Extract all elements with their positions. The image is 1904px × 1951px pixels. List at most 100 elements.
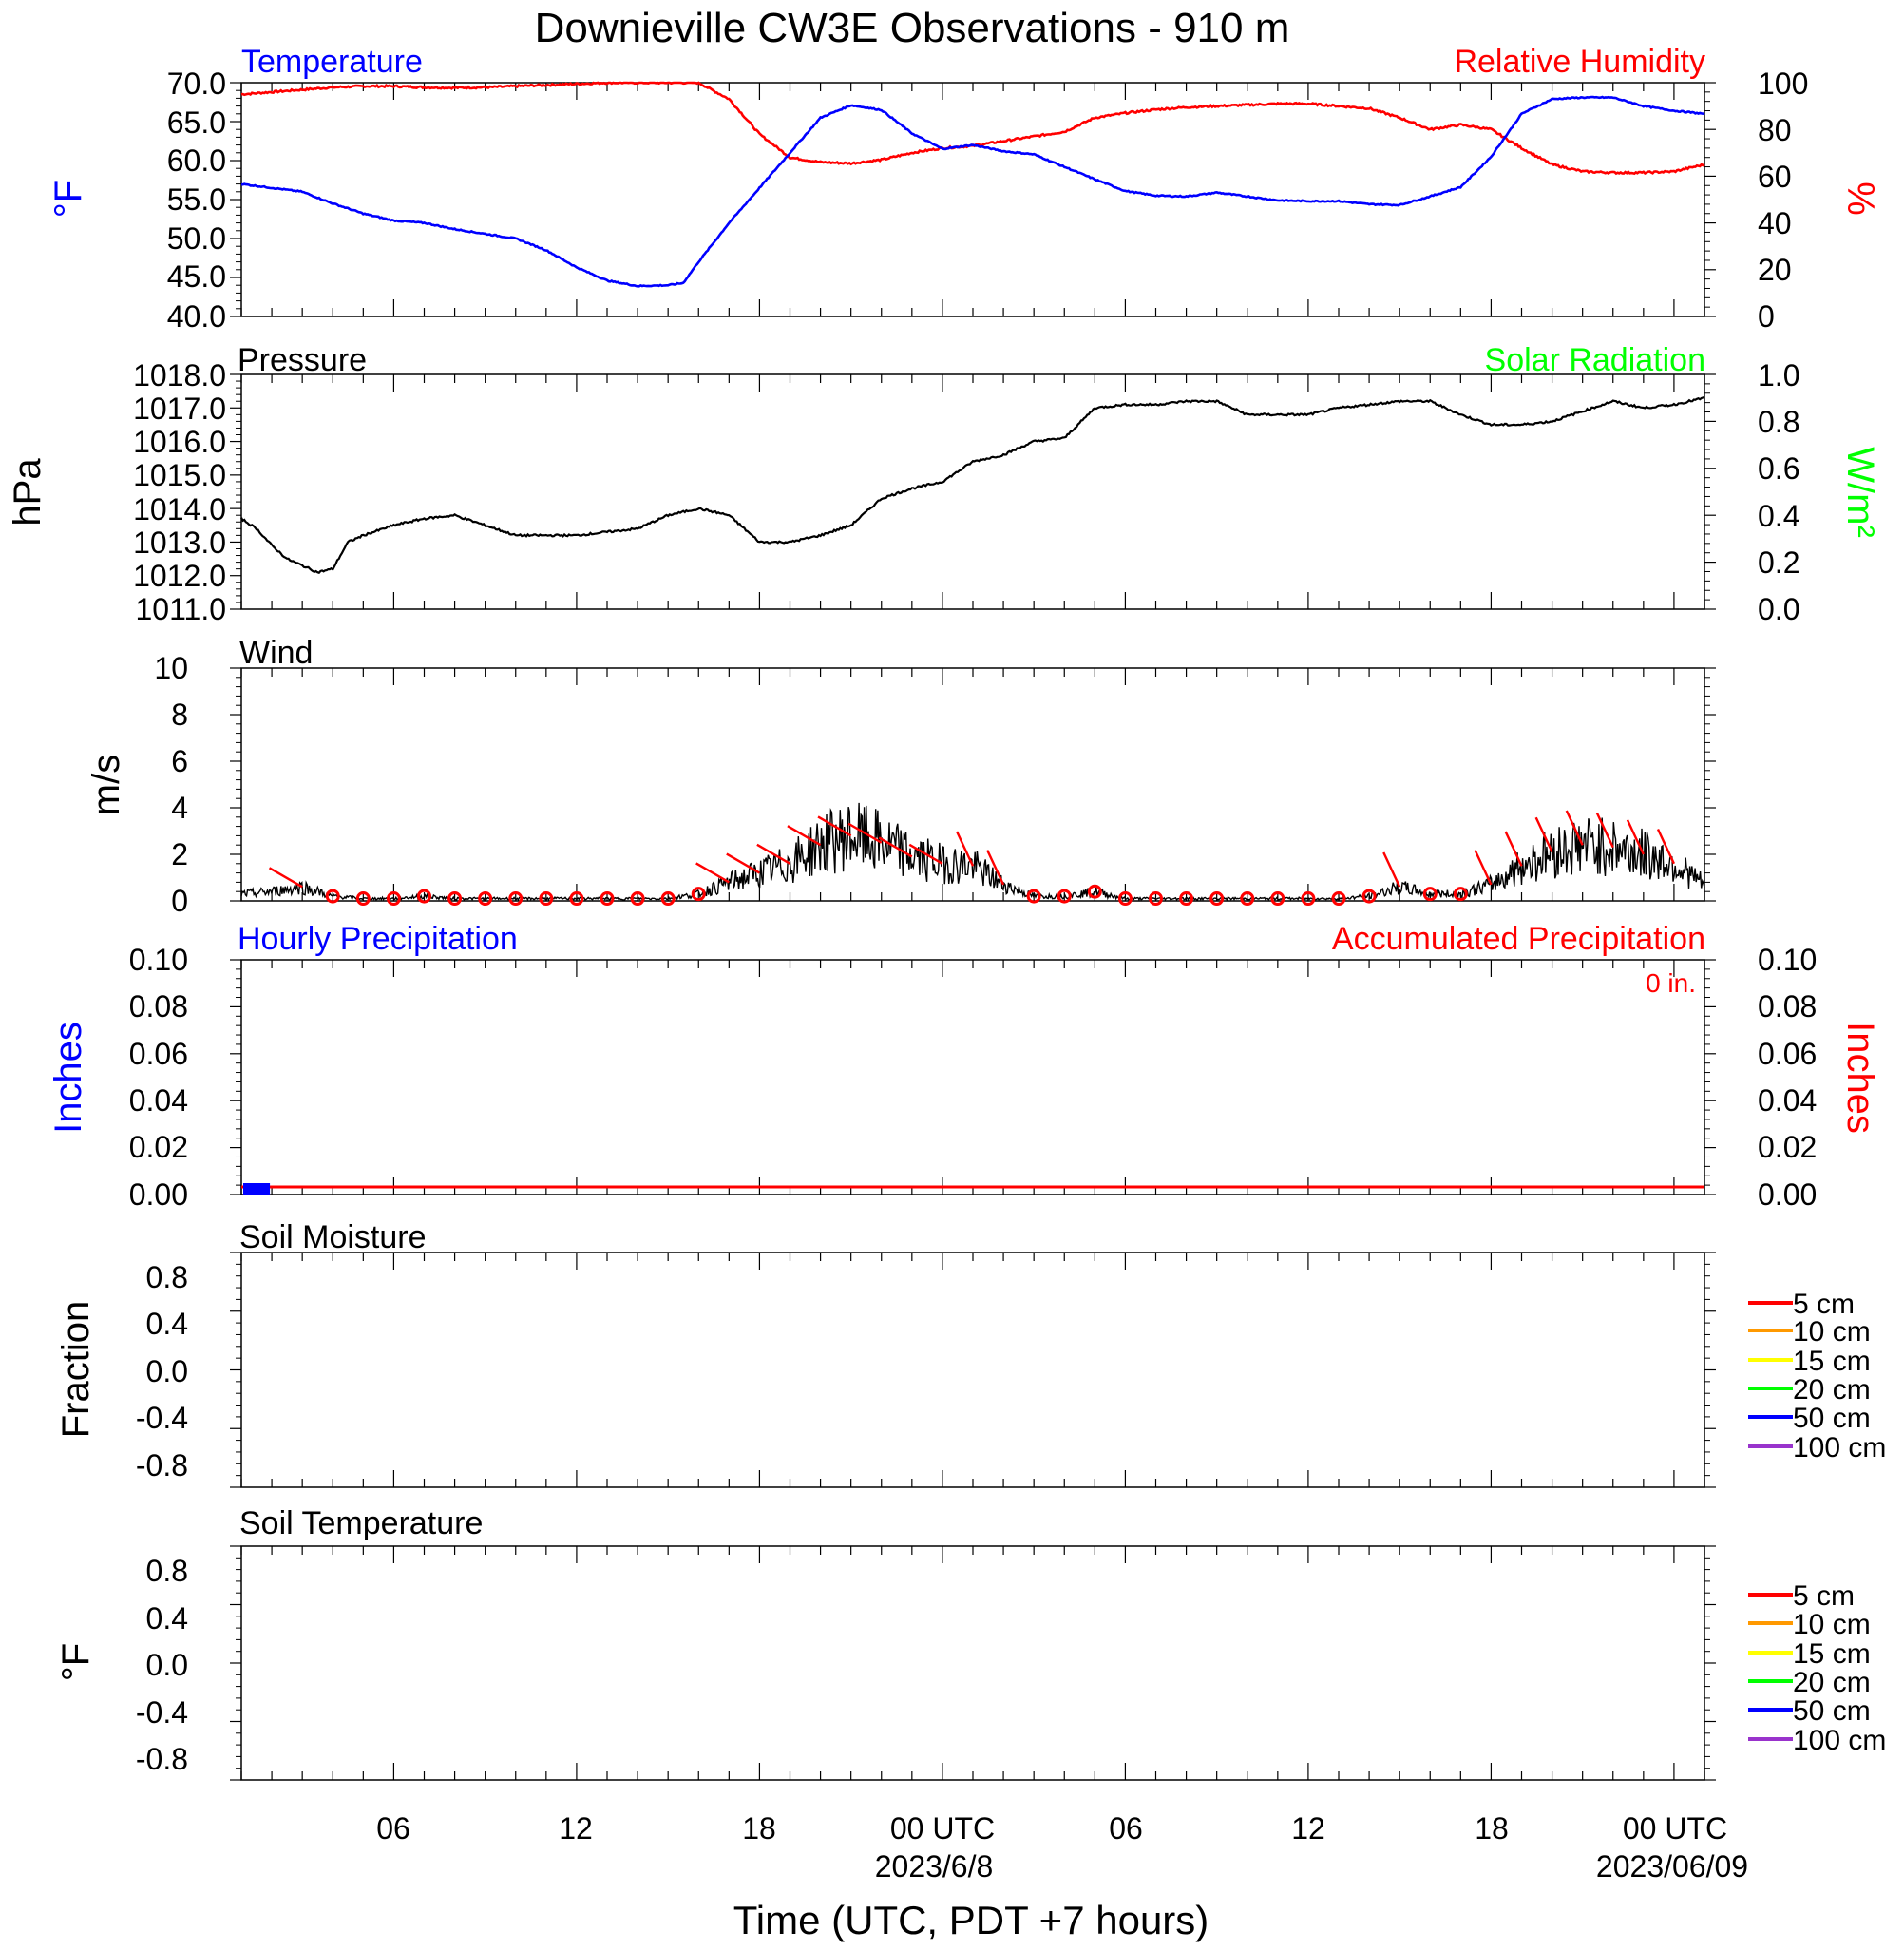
wind-tick-label: 4 [171,791,188,825]
precip-right-tick-label: 0.06 [1758,1037,1817,1071]
x-tick-label: 00 UTC [1623,1811,1727,1846]
soil-temp-axis-unit: °F [55,1643,97,1681]
precip-right-tick-label: 0.10 [1758,943,1817,977]
precip-right-tick-label: 0.04 [1758,1083,1817,1118]
pressure-tick-label: 1011.0 [136,592,227,626]
soil-temp-legend: 5 cm 10 cm 15 cm 20 cm 50 cm 100 cm [1748,1580,1886,1756]
hourly-precip-unit: Inches [48,1022,89,1134]
rh-tick-label: 80 [1758,113,1792,147]
humidity-title: Relative Humidity [1454,44,1705,80]
x-axis: 06 12 18 00 UTC 06 12 18 00 UTC 2023/6/8… [376,1811,1748,1942]
wind-calm-marker [630,891,645,907]
wind-title: Wind [239,635,313,671]
x-tick-label: 06 [1109,1811,1143,1846]
wind-barb [756,843,791,865]
panel-precip: Hourly Precipitation Accumulated Precipi… [48,921,1881,1212]
wind-barb [1474,850,1493,886]
pressure-tick-label: 1014.0 [133,492,226,526]
wind-tick-label: 6 [171,744,188,778]
legend-label: 100 cm [1793,1725,1886,1756]
rh-tick-label: 40 [1758,206,1792,240]
pressure-title: Pressure [238,342,367,378]
pressure-tick-label: 1016.0 [133,425,226,459]
wind-calm-marker [691,887,706,902]
wind-barb [787,825,822,847]
wind-tick-label: 2 [171,837,188,871]
wind-calm-marker [660,891,676,907]
precip-tick-label: 0.00 [129,1177,188,1212]
legend-label: 50 cm [1793,1403,1871,1434]
soil-moisture-tick-label: 0.0 [146,1354,188,1388]
precip-right-ticks: 0.10 0.08 0.06 0.04 0.02 0.00 [1758,943,1817,1212]
hourly-precip-title: Hourly Precipitation [238,921,518,957]
wind-calm-marker [325,889,340,904]
wind-calm-marker [1026,889,1041,904]
soil-temp-tick-label: 0.0 [146,1648,188,1682]
figure-title: Downieville CW3E Observations - 910 m [535,5,1290,51]
humidity-line [240,81,1705,176]
legend-label: 5 cm [1793,1289,1855,1320]
wind-barb [1656,829,1676,865]
accum-precip-unit: Inches [1839,1022,1881,1134]
solar-tick-label: 1.0 [1758,358,1799,392]
soil-temp-tick-label: -0.8 [136,1742,188,1776]
wind-barb [695,862,730,884]
legend-label: 20 cm [1793,1374,1871,1406]
x-tick-label: 12 [559,1811,593,1846]
wind-calm-marker [1422,887,1438,902]
temp-tick-label: 60.0 [167,143,226,178]
wind-calm-marker [600,891,615,907]
wind-calm-marker [1087,884,1102,899]
wind-calm-marker [1057,889,1072,904]
precip-tick-label: 0.08 [129,989,188,1023]
soil-moisture-legend: 5 cm 10 cm 15 cm 20 cm 50 cm 100 cm [1748,1289,1886,1463]
wind-calm-marker [417,889,431,904]
precip-tick-label: 0.06 [129,1037,188,1071]
precip-right-tick-label: 0.08 [1758,989,1817,1023]
accum-precip-title: Accumulated Precipitation [1332,921,1705,957]
wind-calm-marker [1270,891,1285,907]
wind-calm-marker [1331,891,1346,907]
solar-tick-label: 0.6 [1758,451,1799,486]
solar-tick-label: 0.8 [1758,405,1799,439]
temperature-axis-unit: °F [48,180,89,218]
wind-calm-marker [447,891,463,907]
pressure-tick-label: 1015.0 [133,458,226,492]
precip-tick-label: 0.10 [129,943,188,977]
legend-label: 15 cm [1793,1638,1871,1670]
rh-tick-label: 20 [1758,253,1792,287]
soil-temp-tick-label: -0.4 [136,1695,188,1730]
pressure-tick-label: 1017.0 [133,392,226,426]
wind-barb [817,815,852,837]
x-tick-label: 06 [376,1811,410,1846]
wind-calm-marker [569,891,584,907]
precip-tick-label: 0.02 [129,1130,188,1164]
soilm-frame [240,1252,1705,1488]
wind-barb [726,852,761,874]
x-date-label: 2023/6/8 [875,1849,994,1884]
wind-barb [1626,819,1645,855]
wind-calm-marker [1209,891,1225,907]
pressure-tick-label: 1018.0 [133,358,226,392]
wind-calm-marker [1179,891,1194,907]
legend-label: 100 cm [1793,1432,1886,1463]
wind-calm-marker [386,891,401,907]
wind-barb [878,836,913,858]
temperature-line [241,95,1705,288]
wind-barb [986,850,1005,886]
x-tick-label: 12 [1291,1811,1325,1846]
pressure-y-ticks: 1018.0 1017.0 1016.0 1015.0 1014.0 1013.… [133,358,226,626]
x-tick-label: 18 [1475,1811,1509,1846]
solar-axis-unit: W/m² [1839,447,1881,538]
humidity-axis-unit: % [1839,182,1881,216]
temp-tick-label: 50.0 [167,221,226,256]
rh-tick-label: 60 [1758,160,1792,194]
x-date-label: 2023/06/09 [1596,1849,1748,1884]
x-tick-label: 00 UTC [890,1811,995,1846]
temp-tick-label: 65.0 [167,105,226,140]
temperature-title: Temperature [241,44,423,80]
temperature-y-ticks: 70.0 65.0 60.0 55.0 50.0 45.0 40.0 [167,67,226,334]
temp-tick-label: 45.0 [167,259,226,294]
soil-moisture-tick-label: -0.8 [136,1448,188,1482]
